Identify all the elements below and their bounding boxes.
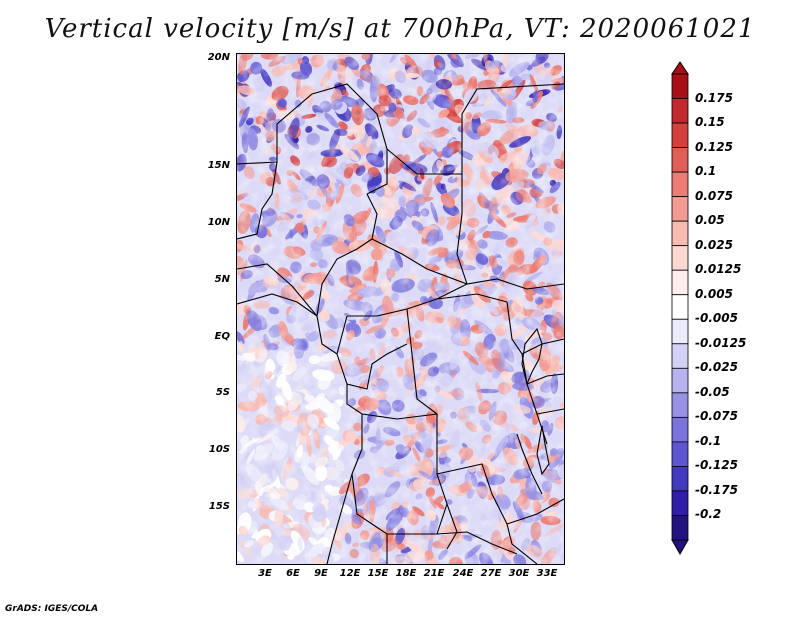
lat-label-15s: 15S xyxy=(208,501,230,512)
colorbar-tick-label: 0.025 xyxy=(695,237,733,252)
footer-credit: GrADS: IGES/COLA xyxy=(5,604,99,614)
lon-label-27e: 27E xyxy=(480,568,502,579)
lon-label-21e: 21E xyxy=(423,568,445,579)
colorbar-bin xyxy=(671,122,689,148)
country-borders xyxy=(237,83,564,564)
colorbar-tick-label: -0.125 xyxy=(695,458,738,473)
lon-label-3e: 3E xyxy=(258,568,272,579)
colorbar-bin xyxy=(671,343,689,369)
lat-label-5n: 5N xyxy=(214,274,230,285)
lat-label-10s: 10S xyxy=(208,444,230,455)
colorbar-bin xyxy=(671,490,689,516)
colorbar-bin xyxy=(671,392,689,418)
colorbar-tick-label: -0.1 xyxy=(695,433,722,448)
colorbar-tick-label: 0.1 xyxy=(695,164,717,179)
lon-label-9e: 9E xyxy=(314,568,328,579)
colorbar-tick-label: -0.005 xyxy=(695,311,738,326)
colorbar-bin xyxy=(671,73,689,99)
colorbar-bin xyxy=(671,98,689,124)
colorbar-tick-label: 0.15 xyxy=(695,115,725,130)
colorbar-tick-label: -0.05 xyxy=(695,384,730,399)
colorbar-bin xyxy=(671,147,689,173)
colorbar-bin xyxy=(671,318,689,345)
lat-label-20n: 20N xyxy=(207,52,230,63)
colorbar-bin xyxy=(671,269,689,296)
colorbar-bin xyxy=(671,416,689,443)
colorbar-bin xyxy=(671,515,689,541)
colorbar-tick-label: 0.05 xyxy=(695,213,725,228)
colorbar-tick-label: -0.025 xyxy=(695,360,738,375)
lat-label-5s: 5S xyxy=(215,387,230,398)
colorbar-bin xyxy=(671,171,689,198)
colorbar-bin xyxy=(671,220,689,247)
colorbar-bin xyxy=(671,441,689,467)
lon-label-18e: 18E xyxy=(395,568,417,579)
colorbar-tick-label: 0.005 xyxy=(695,286,733,301)
colorbar-tick-label: 0.125 xyxy=(695,139,733,154)
colorbar-tick-label: 0.175 xyxy=(695,90,733,105)
colorbar-tick-label: -0.2 xyxy=(695,507,722,522)
colorbar-tick-label: -0.0125 xyxy=(695,335,747,350)
lat-label-15n: 15N xyxy=(207,160,230,171)
colorbar-tick-label: -0.175 xyxy=(695,482,738,497)
colorbar-bin xyxy=(671,367,689,394)
colorbar-bin xyxy=(671,196,689,222)
lat-label-10n: 10N xyxy=(207,217,230,228)
colorbar xyxy=(671,61,689,556)
colorbar-bin xyxy=(671,466,689,492)
lon-label-33e: 33E xyxy=(536,568,558,579)
lon-label-6e: 6E xyxy=(286,568,300,579)
colorbar-tick-label: 0.0125 xyxy=(695,262,742,277)
colorbar-bin xyxy=(671,294,689,320)
map-panel xyxy=(236,53,565,565)
lon-label-12e: 12E xyxy=(339,568,361,579)
colorbar-bin xyxy=(671,245,689,271)
lon-label-30e: 30E xyxy=(508,568,530,579)
lon-label-15e: 15E xyxy=(367,568,389,579)
velocity-field xyxy=(237,54,564,564)
lon-label-24e: 24E xyxy=(452,568,474,579)
colorbar-tick-label: -0.075 xyxy=(695,409,738,424)
lat-label-eq: EQ xyxy=(214,331,230,342)
map-title: Vertical velocity [m/s] at 700hPa, VT: 2… xyxy=(44,14,756,44)
colorbar-tick-label: 0.075 xyxy=(695,188,733,203)
colorbar-bottom-arrow xyxy=(671,539,689,556)
colorbar-top-arrow xyxy=(671,61,689,75)
